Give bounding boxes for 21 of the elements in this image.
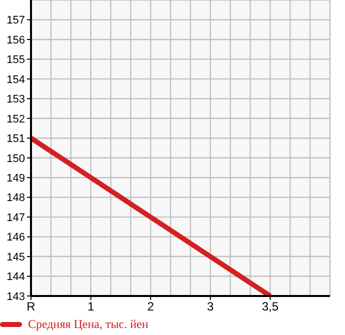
y-tick-label: 157 <box>6 14 25 27</box>
y-tick-label: 152 <box>6 113 25 126</box>
x-tick-label: R <box>26 300 36 314</box>
y-tick-label: 154 <box>6 74 25 86</box>
x-tick-label: 3,5 <box>262 300 279 314</box>
y-tick-label: 148 <box>6 192 25 204</box>
y-tick-label: 153 <box>6 94 25 106</box>
x-tick-label: 3 <box>207 300 214 314</box>
y-tick-label: 151 <box>6 133 25 146</box>
y-tick-label: 144 <box>6 271 25 284</box>
x-tick-label: 1 <box>87 300 94 314</box>
y-tick-label: 156 <box>6 34 25 46</box>
legend-label: Средняя Цена, тыс. йен <box>28 316 148 332</box>
y-tick-label: 147 <box>6 212 25 224</box>
y-tick-label: 146 <box>6 232 25 244</box>
x-tick-label: 2 <box>147 300 154 314</box>
y-tick-label: 143 <box>6 290 25 303</box>
y-tick-label: 149 <box>6 172 25 185</box>
y-tick-label: 145 <box>6 251 25 264</box>
y-tick-label: 150 <box>6 152 25 165</box>
y-tick-label: 155 <box>6 54 25 66</box>
